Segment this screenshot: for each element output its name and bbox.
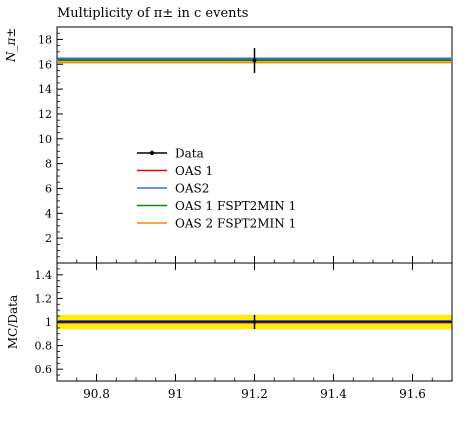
chart-title: Multiplicity of π± in c events <box>57 6 248 21</box>
main-y-tick-label: 18 <box>38 33 52 46</box>
x-tick-label: 91.4 <box>320 387 347 401</box>
legend-label: OAS2 <box>175 182 209 196</box>
legend-label: OAS 1 <box>175 164 213 178</box>
ratio-y-tick-label: 0.8 <box>35 340 53 353</box>
legend-marker <box>149 150 155 156</box>
ratio-y-tick-label: 1.4 <box>35 269 53 282</box>
ratio-y-axis-label: MC/Data <box>6 295 20 349</box>
ratio-y-tick-label: 1 <box>45 316 52 329</box>
legend-label: OAS 1 FSPT2MIN 1 <box>175 199 296 213</box>
main-y-tick-label: 10 <box>38 133 52 146</box>
main-y-tick-label: 6 <box>45 182 52 195</box>
main-y-tick-label: 2 <box>45 232 52 245</box>
x-tick-label: 91 <box>168 387 183 401</box>
x-tick-label: 90.8 <box>83 387 110 401</box>
ratio-y-tick-label: 1.2 <box>35 292 53 305</box>
main-y-tick-label: 12 <box>38 108 52 121</box>
ratio-y-tick-label: 0.6 <box>35 363 53 376</box>
main-y-tick-label: 4 <box>45 207 52 220</box>
data-point <box>252 58 257 63</box>
main-y-axis-label: N_π± <box>4 28 18 63</box>
x-tick-label: 91.6 <box>399 387 426 401</box>
legend-label: OAS 2 FSPT2MIN 1 <box>175 217 296 231</box>
main-y-tick-label: 8 <box>45 158 52 171</box>
main-y-tick-label: 16 <box>38 58 52 71</box>
legend-label: Data <box>175 147 204 161</box>
x-tick-label: 91.2 <box>241 387 268 401</box>
ratio-plot-panel: 0.6 0.8 1 1.2 1.4 90.8 91 91.2 91.4 91.6 <box>35 262 453 401</box>
legend: Data OAS 1 OAS2 OAS 1 FSPT2MIN 1 OAS 2 FSPT2… <box>137 147 296 231</box>
main-y-tick-label: 14 <box>38 83 52 96</box>
